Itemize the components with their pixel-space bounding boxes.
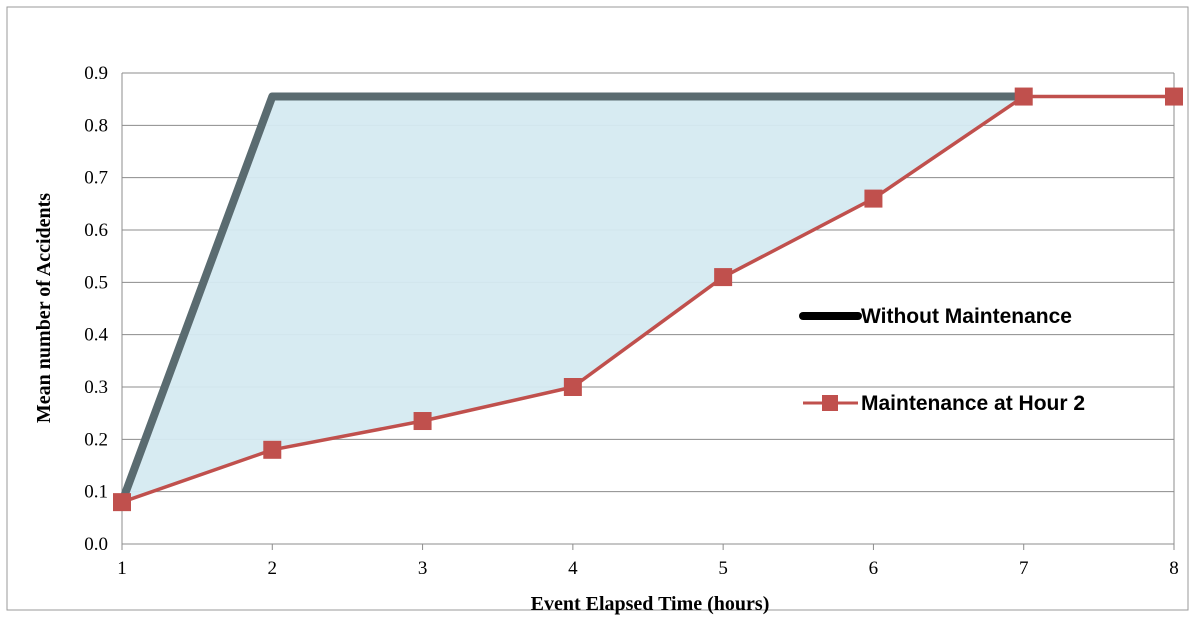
x-axis-ticks: 1 2 3 4 5 6 7 8 (117, 544, 1179, 579)
x-tick-label: 4 (568, 558, 578, 579)
x-tick-label: 6 (869, 558, 879, 579)
y-tick-label: 0.5 (84, 272, 108, 293)
legend-marker-maintenance-at-hour-2 (822, 395, 838, 411)
shaded-area (122, 96, 1024, 503)
legend-label-maintenance-at-hour-2: Maintenance at Hour 2 (861, 392, 1085, 415)
data-point-maintenance-at-hour-2 (413, 412, 432, 431)
data-point-maintenance-at-hour-2 (1014, 87, 1033, 106)
y-tick-label: 0.1 (84, 482, 108, 503)
x-axis-title: Event Elapsed Time (hours) (531, 593, 770, 615)
y-tick-label: 0.2 (84, 429, 108, 450)
y-tick-label: 0.8 (84, 115, 108, 136)
series-line-without-maintenance (118, 92, 1028, 507)
series-layer (113, 87, 1183, 512)
y-tick-label: 0.4 (84, 325, 108, 346)
data-point-maintenance-at-hour-2 (263, 440, 282, 459)
y-axis-ticks: 0.0 0.1 0.2 0.3 0.4 0.5 0.6 0.7 0.8 0.9 (84, 63, 108, 555)
x-tick-label: 3 (418, 558, 428, 579)
x-tick-label: 5 (718, 558, 728, 579)
legend-entry-maintenance-at-hour-2: Maintenance at Hour 2 (803, 392, 1085, 415)
x-tick-label: 7 (1019, 558, 1029, 579)
data-point-maintenance-at-hour-2 (864, 189, 883, 208)
data-point-maintenance-at-hour-2 (714, 268, 733, 287)
y-tick-label: 0.3 (84, 377, 108, 398)
y-tick-label: 0.9 (84, 63, 108, 84)
y-tick-label: 0.6 (84, 220, 108, 241)
series-line-maintenance-at-hour-2 (121, 94, 1174, 504)
legend-entry-without-maintenance: Without Maintenance (799, 305, 1072, 328)
data-point-maintenance-at-hour-2 (1165, 87, 1183, 106)
x-tick-label: 2 (268, 558, 278, 579)
x-tick-label: 1 (117, 558, 127, 579)
data-point-maintenance-at-hour-2 (563, 378, 582, 396)
legend-label-without-maintenance: Without Maintenance (861, 305, 1072, 328)
legend: Without Maintenance Maintenance at Hour … (799, 305, 1085, 415)
x-tick-label: 8 (1169, 558, 1179, 579)
y-tick-label: 0.0 (84, 534, 108, 555)
data-point-maintenance-at-hour-2 (113, 493, 131, 512)
y-axis-title: Mean number of Accidents (33, 193, 55, 423)
y-tick-label: 0.7 (84, 168, 108, 189)
